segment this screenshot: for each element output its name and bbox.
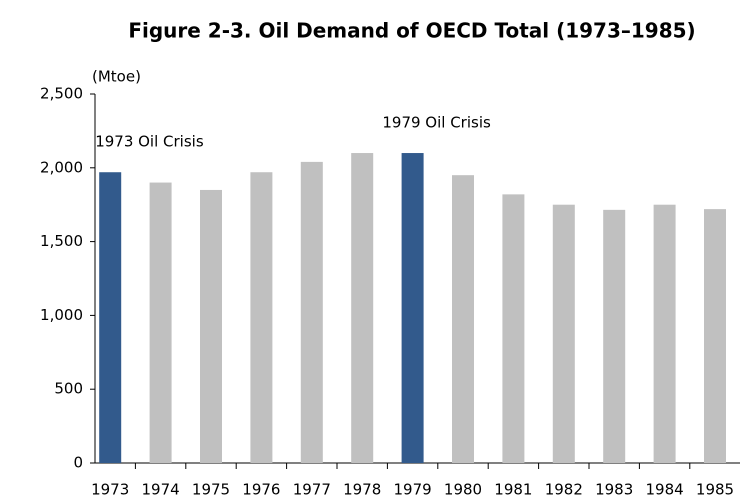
bar — [351, 153, 374, 464]
y-tick-label: 1,500 — [40, 232, 83, 250]
bar — [200, 189, 222, 463]
x-tick-label: 1973 — [91, 481, 129, 499]
x-tick-label: 1983 — [595, 481, 633, 499]
x-tick-label: 1976 — [242, 481, 280, 499]
y-tick-label: 2,500 — [40, 85, 83, 103]
y-tick-label: 1,000 — [40, 306, 83, 324]
bar — [704, 209, 726, 463]
x-tick-label: 1974 — [142, 481, 180, 499]
chart-title: Figure 2-3. Oil Demand of OECD Total (19… — [128, 19, 695, 43]
y-tick-label: 2,000 — [40, 158, 83, 176]
annotation: 1973 Oil Crisis — [95, 133, 204, 151]
x-tick-label: 1979 — [394, 481, 432, 499]
annotation: 1979 Oil Crisis — [382, 114, 491, 132]
bar — [502, 194, 525, 464]
y-axis-unit: (Mtoe) — [92, 68, 141, 86]
x-tick-label: 1980 — [444, 481, 482, 499]
bar — [552, 204, 575, 463]
bar — [300, 161, 323, 463]
bar — [452, 175, 474, 463]
y-tick-label: 0 — [73, 454, 83, 472]
x-tick-label: 1985 — [696, 481, 734, 499]
bar — [603, 209, 626, 463]
x-tick-label: 1984 — [646, 481, 684, 499]
bar — [401, 153, 424, 464]
x-tick-label: 1975 — [192, 481, 230, 499]
bar — [99, 172, 122, 463]
x-tick-label: 1982 — [545, 481, 583, 499]
bar — [250, 172, 273, 463]
y-tick-label: 500 — [54, 380, 83, 398]
x-tick-label: 1978 — [343, 481, 381, 499]
bar — [149, 182, 172, 463]
x-tick-label: 1981 — [494, 481, 532, 499]
x-tick-label: 1977 — [293, 481, 331, 499]
bar — [653, 204, 676, 463]
